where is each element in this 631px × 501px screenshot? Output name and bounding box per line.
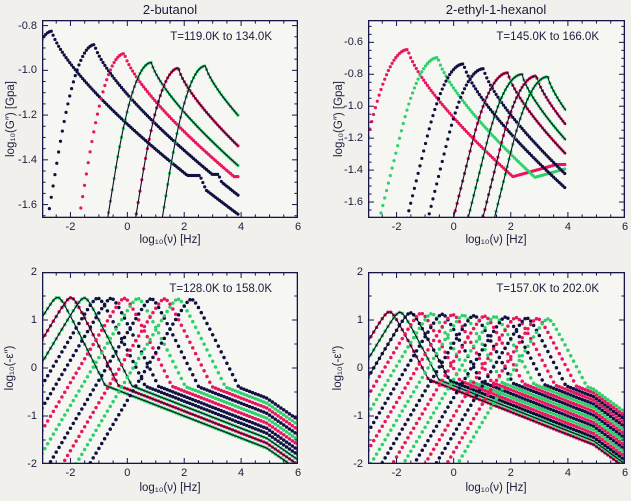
x-tick-label: 4 xyxy=(564,221,571,233)
y-tick-label: -1 xyxy=(27,410,37,422)
subplot-butanol-shear-loss: T=119.0K to 134.0K -2 0 2 4 6 -0.8 -1.0 -1.2 -1.… xyxy=(18,20,301,233)
x-tick-label: 4 xyxy=(238,221,245,233)
temp-range-annotation: T=119.0K to 134.0K xyxy=(170,31,272,43)
x-tick-label: 4 xyxy=(564,467,571,479)
x-tick-label: -2 xyxy=(65,221,76,233)
y-tick-label: -1.6 xyxy=(344,196,363,209)
x-tick-label: 0 xyxy=(124,221,131,233)
y-tick-label: -0.8 xyxy=(344,68,363,81)
temp-range-annotation: T=128.0K to 158.0K xyxy=(169,283,272,295)
x-axis-label: log₁₀(ν) [Hz] xyxy=(465,234,527,246)
y-tick-label: 1 xyxy=(30,314,37,326)
plot-canvas-butanol-shear xyxy=(42,20,298,218)
y-tick-label: -1.2 xyxy=(18,109,37,122)
x-tick-label: -2 xyxy=(391,221,402,233)
y-tick-label: -1.4 xyxy=(344,164,363,177)
x-tick-label: 0 xyxy=(124,467,131,479)
plot-canvas-butanol-dielectric xyxy=(42,272,298,464)
column-title-2-ethyl-1-hexanol: 2-ethyl-1-hexanol xyxy=(445,2,547,17)
x-tick-label: 2 xyxy=(507,221,514,233)
x-tick-label: -2 xyxy=(65,467,76,479)
subplot-hexanol-shear-loss: T=145.0K to 166.0K -2 0 2 4 6 -0.6 -0.8 -1.0 -1.… xyxy=(344,20,628,233)
temp-range-annotation: T=145.0K to 166.0K xyxy=(496,31,599,43)
x-tick-label: 6 xyxy=(294,221,302,233)
x-tick-label: 2 xyxy=(507,467,514,479)
y-tick-label: -0.6 xyxy=(344,36,363,49)
x-tick-label: -2 xyxy=(391,467,402,479)
y-axis-label: log₁₀(G″) [Gpa] xyxy=(333,81,345,157)
x-tick-label: 2 xyxy=(181,221,188,233)
x-tick-label: 6 xyxy=(621,467,629,479)
subplot-hexanol-dielectric-loss: T=157.0K to 202.0K -2 0 2 4 6 2 1 0 -1 -2 xyxy=(353,266,628,479)
y-tick-label: 1 xyxy=(356,314,363,326)
x-tick-label: 2 xyxy=(181,467,188,479)
x-axis-label: log₁₀(ν) [Hz] xyxy=(139,482,201,494)
x-tick-label: 0 xyxy=(450,467,457,479)
x-axis-label: log₁₀(ν) [Hz] xyxy=(139,234,201,246)
y-tick-label: 0 xyxy=(356,362,363,374)
x-tick-label: 4 xyxy=(238,467,245,479)
y-tick-label: -1.4 xyxy=(18,153,37,166)
x-axis-label: log₁₀(ν) [Hz] xyxy=(465,482,527,494)
x-tick-label: 0 xyxy=(450,221,457,233)
y-tick-label: -1.0 xyxy=(344,100,363,113)
y-tick-label: -1.2 xyxy=(344,132,363,145)
y-tick-label: -1.0 xyxy=(18,64,37,77)
y-tick-label: 2 xyxy=(356,266,363,278)
y-tick-label: 2 xyxy=(30,266,37,278)
subplot-butanol-dielectric-loss: T=128.0K to 158.0K -2 0 2 4 6 2 1 0 -1 -2 xyxy=(27,266,301,479)
y-tick-label: -1 xyxy=(353,410,363,422)
y-axis-label: log₁₀(-ε″) xyxy=(332,345,344,391)
y-tick-label: -2 xyxy=(353,458,363,470)
plot-canvas-hexanol-dielectric xyxy=(368,272,625,464)
y-tick-label: -2 xyxy=(27,458,37,470)
y-tick-label: 0 xyxy=(30,362,37,374)
x-tick-label: 6 xyxy=(621,221,629,233)
x-tick-label: 6 xyxy=(294,467,302,479)
y-tick-label: -0.8 xyxy=(18,19,37,32)
y-tick-label: -1.6 xyxy=(18,198,37,211)
y-axis-label: log₁₀(G″) [Gpa] xyxy=(5,81,17,157)
temp-range-annotation: T=157.0K to 202.0K xyxy=(496,283,599,295)
column-title-2-butanol: 2-butanol xyxy=(142,2,198,17)
y-axis-label: log₁₀(-ε″) xyxy=(4,345,16,391)
plot-canvas-hexanol-shear xyxy=(368,20,625,218)
